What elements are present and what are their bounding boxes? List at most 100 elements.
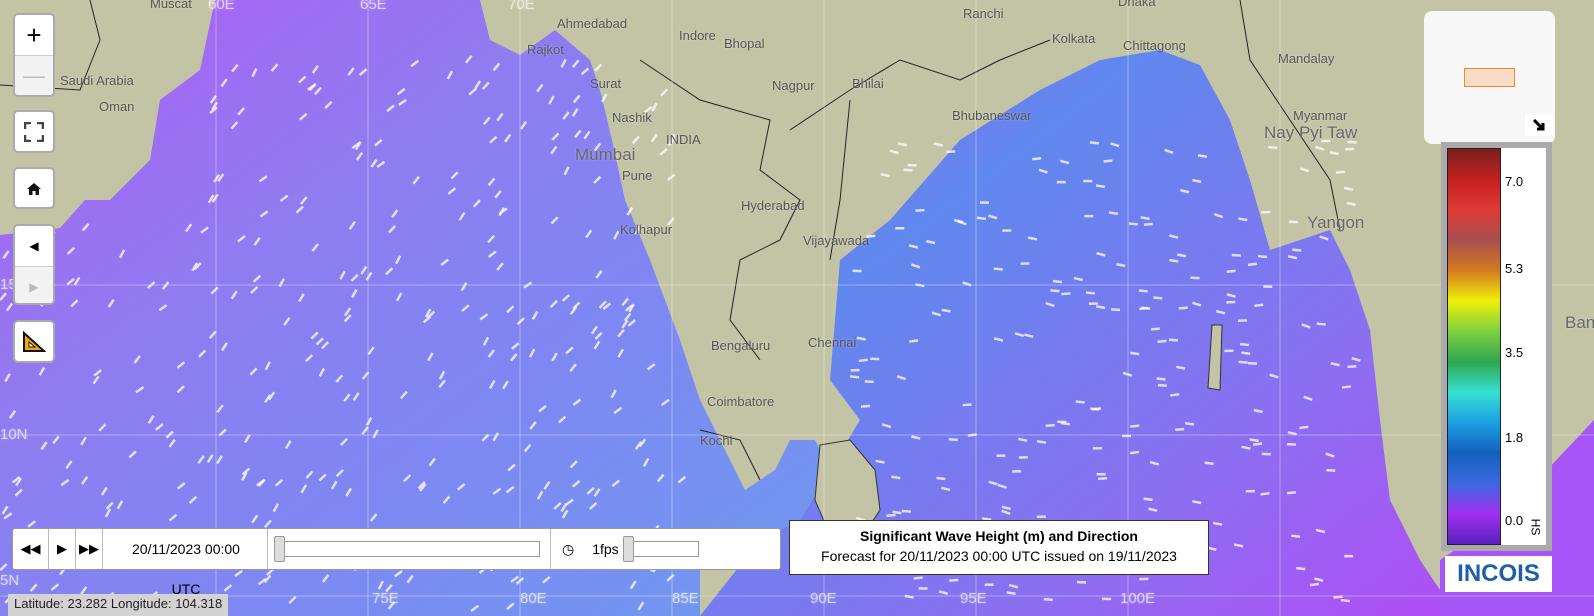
zoom-out-button[interactable]: — bbox=[15, 55, 53, 95]
wave-arrow bbox=[901, 509, 911, 513]
place-label: Nagpur bbox=[772, 78, 815, 93]
wave-arrow bbox=[1168, 338, 1178, 342]
wave-arrow bbox=[257, 577, 267, 586]
graticule-label: 85E bbox=[672, 590, 699, 607]
time-slider-thumb[interactable] bbox=[274, 536, 285, 562]
wave-arrow bbox=[310, 331, 319, 340]
wave-arrow bbox=[217, 173, 225, 183]
wave-arrow bbox=[234, 569, 243, 578]
colorbar-variable-label: HS bbox=[1528, 518, 1543, 536]
colorbar-tick-label: 3.5 bbox=[1505, 345, 1524, 360]
colorbar-tick-label: 5.3 bbox=[1505, 261, 1524, 276]
graticule-label: 80E bbox=[520, 590, 547, 607]
collapse-minimap-button[interactable] bbox=[1525, 114, 1553, 136]
place-label: Chennai bbox=[808, 335, 857, 350]
time-slider[interactable] bbox=[274, 536, 540, 562]
wave-arrow bbox=[1239, 342, 1250, 347]
wave-arrow bbox=[135, 386, 145, 394]
wave-arrow bbox=[230, 290, 238, 300]
wave-arrow bbox=[403, 474, 412, 483]
wave-arrow bbox=[1139, 306, 1149, 311]
wave-arrow bbox=[191, 262, 199, 272]
wave-arrow bbox=[523, 443, 532, 453]
next-view-button[interactable]: ▶ bbox=[15, 266, 53, 303]
wave-arrow bbox=[168, 513, 178, 522]
wave-arrow bbox=[1108, 211, 1119, 216]
colorbar-tick-label: 1.8 bbox=[1505, 430, 1524, 445]
wave-arrow bbox=[629, 580, 637, 590]
fps-slider-thumb[interactable] bbox=[622, 536, 634, 562]
wave-arrow bbox=[563, 166, 570, 176]
wave-arrow bbox=[118, 249, 126, 259]
wave-arrow bbox=[50, 583, 60, 592]
wave-arrow bbox=[1287, 255, 1298, 260]
previous-view-button[interactable]: ◀ bbox=[29, 239, 39, 253]
wave-arrow bbox=[1309, 582, 1320, 587]
wave-arrow bbox=[1296, 566, 1306, 571]
wave-arrow bbox=[3, 512, 13, 520]
wave-arrow bbox=[1329, 150, 1339, 156]
wave-arrow bbox=[388, 225, 397, 234]
wave-arrow bbox=[896, 375, 907, 381]
play-button[interactable]: ▶ bbox=[49, 529, 76, 569]
wave-arrow bbox=[1254, 303, 1264, 308]
wave-arrow bbox=[1052, 279, 1063, 284]
colorbar-gradient bbox=[1447, 148, 1501, 545]
wave-arrow bbox=[1164, 148, 1174, 154]
wave-arrow bbox=[967, 433, 977, 437]
wave-arrow bbox=[1253, 408, 1263, 414]
wave-arrow bbox=[308, 82, 317, 92]
place-label: Bengaluru bbox=[711, 338, 771, 353]
wave-arrow bbox=[1184, 421, 1195, 426]
fullscreen-button[interactable] bbox=[13, 110, 55, 153]
fast-forward-button[interactable]: ▶▶ bbox=[76, 529, 103, 569]
wave-arrow bbox=[1, 505, 9, 515]
wave-arrow bbox=[0, 292, 7, 301]
wave-arrow bbox=[66, 246, 76, 255]
home-button[interactable] bbox=[13, 167, 55, 209]
wave-arrow bbox=[2, 250, 10, 259]
wave-arrow bbox=[237, 234, 246, 243]
wave-arrow bbox=[506, 602, 515, 611]
wave-arrow bbox=[161, 281, 170, 290]
wave-arrow bbox=[80, 586, 88, 595]
wave-arrow bbox=[1313, 577, 1324, 582]
wave-arrow bbox=[1303, 395, 1313, 402]
wave-arrow bbox=[634, 441, 643, 450]
wave-arrow bbox=[492, 487, 502, 495]
wave-arrow bbox=[1204, 461, 1214, 466]
colorbar-tick-label: 0.0 bbox=[1505, 513, 1524, 528]
minimap-extent-box[interactable] bbox=[1464, 68, 1515, 87]
wave-arrow bbox=[40, 441, 48, 451]
place-label: Pune bbox=[622, 168, 653, 183]
place-label: Indore bbox=[679, 28, 716, 43]
wave-arrow bbox=[1014, 332, 1025, 338]
rewind-button[interactable]: ◀◀ bbox=[13, 529, 49, 569]
place-label: Saudi Arabia bbox=[60, 73, 134, 88]
overview-minimap[interactable] bbox=[1424, 11, 1555, 144]
wave-arrow bbox=[915, 283, 925, 288]
fps-slider[interactable] bbox=[622, 536, 699, 562]
wave-arrow bbox=[904, 594, 914, 599]
wave-arrow bbox=[335, 469, 344, 478]
wave-arrow bbox=[324, 100, 333, 109]
wave-arrow bbox=[184, 223, 193, 233]
wave-arrow bbox=[52, 435, 60, 445]
wave-arrow bbox=[100, 486, 108, 496]
wave-arrow bbox=[572, 301, 581, 310]
zoom-in-button[interactable]: + bbox=[26, 19, 42, 50]
wave-arrow bbox=[1130, 351, 1140, 356]
wave-arrow bbox=[931, 311, 942, 317]
wave-arrow bbox=[315, 337, 324, 346]
wave-arrow bbox=[617, 348, 624, 358]
colorbar-tick-label: 7.0 bbox=[1505, 174, 1524, 189]
wave-arrow bbox=[642, 457, 650, 467]
wave-arrow bbox=[300, 484, 308, 494]
wave-arrow bbox=[1170, 392, 1180, 397]
graticule-label: 5N bbox=[0, 572, 20, 589]
wave-arrow bbox=[594, 63, 603, 72]
graticule-label: 10N bbox=[0, 426, 28, 443]
measure-button[interactable] bbox=[13, 320, 55, 363]
wave-arrow bbox=[209, 106, 218, 115]
